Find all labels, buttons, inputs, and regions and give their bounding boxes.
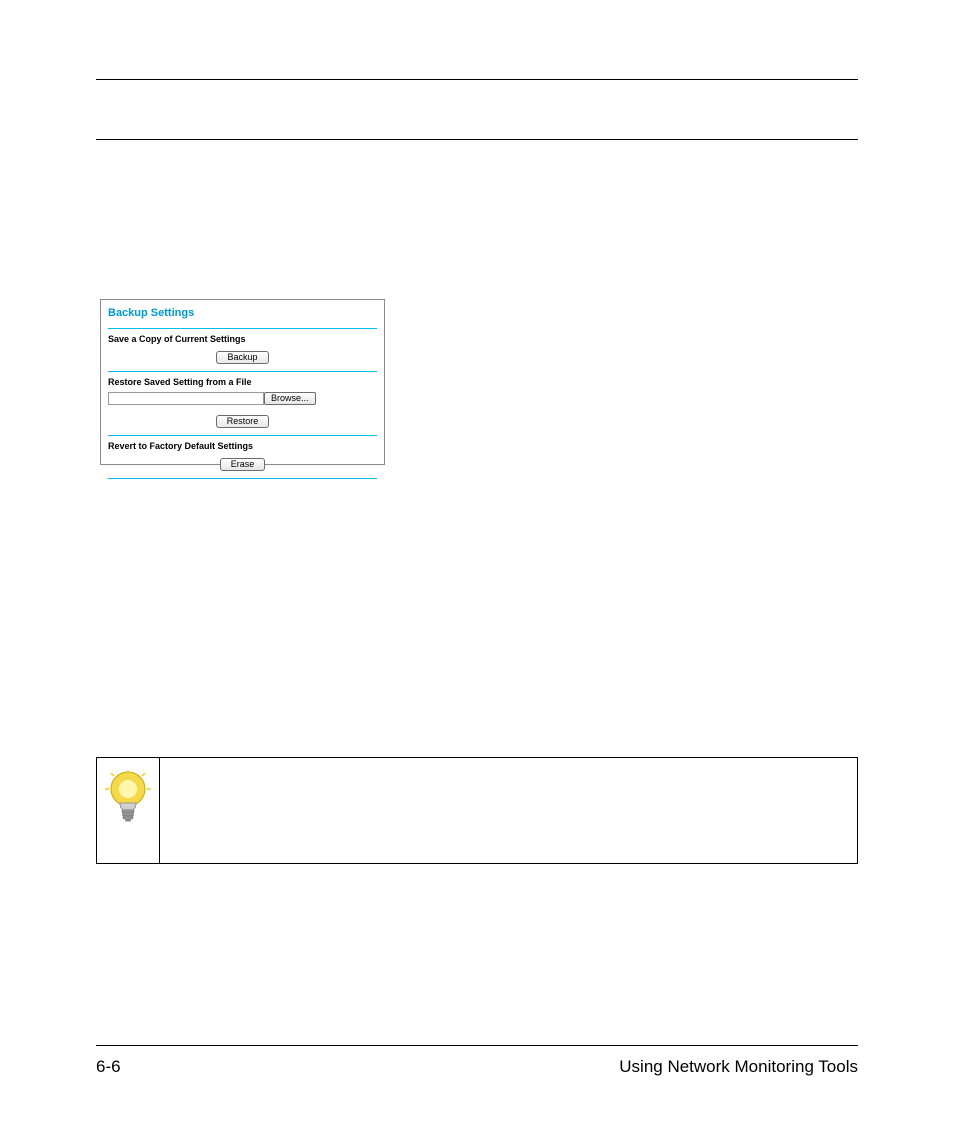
browse-button[interactable]: Browse...	[264, 392, 316, 405]
panel-inner: Backup Settings Save a Copy of Current S…	[101, 300, 384, 485]
restore-button-row: Restore	[108, 411, 377, 429]
footer-page-number: 6-6	[96, 1057, 121, 1077]
erase-button-row: Erase	[108, 454, 377, 472]
backup-button-row: Backup	[108, 347, 377, 365]
erase-section: Revert to Factory Default Settings Erase	[108, 436, 377, 478]
lightbulb-icon	[105, 770, 151, 822]
restore-button[interactable]: Restore	[216, 415, 270, 428]
footer-chapter-title: Using Network Monitoring Tools	[619, 1057, 858, 1077]
header-rule-thin	[96, 139, 858, 140]
panel-title: Backup Settings	[108, 307, 377, 328]
footer-rule	[96, 1045, 858, 1046]
backup-settings-panel: Backup Settings Save a Copy of Current S…	[100, 299, 385, 465]
tip-text-cell	[160, 758, 857, 863]
erase-label: Revert to Factory Default Settings	[108, 441, 377, 451]
backup-label: Save a Copy of Current Settings	[108, 334, 377, 344]
header-rule-thick	[96, 79, 858, 80]
restore-label: Restore Saved Setting from a File	[108, 377, 377, 387]
file-path-input[interactable]	[108, 392, 264, 405]
erase-button[interactable]: Erase	[220, 458, 266, 471]
backup-section: Save a Copy of Current Settings Backup	[108, 329, 377, 371]
restore-section: Restore Saved Setting from a File Browse…	[108, 372, 377, 435]
page-content: Backup Settings Save a Copy of Current S…	[96, 0, 858, 1145]
file-row: Browse...	[108, 390, 377, 408]
footer: 6-6 Using Network Monitoring Tools	[96, 1057, 858, 1077]
divider	[108, 478, 377, 479]
tip-icon-cell	[97, 758, 160, 863]
tip-callout	[96, 757, 858, 864]
backup-button[interactable]: Backup	[216, 351, 268, 364]
